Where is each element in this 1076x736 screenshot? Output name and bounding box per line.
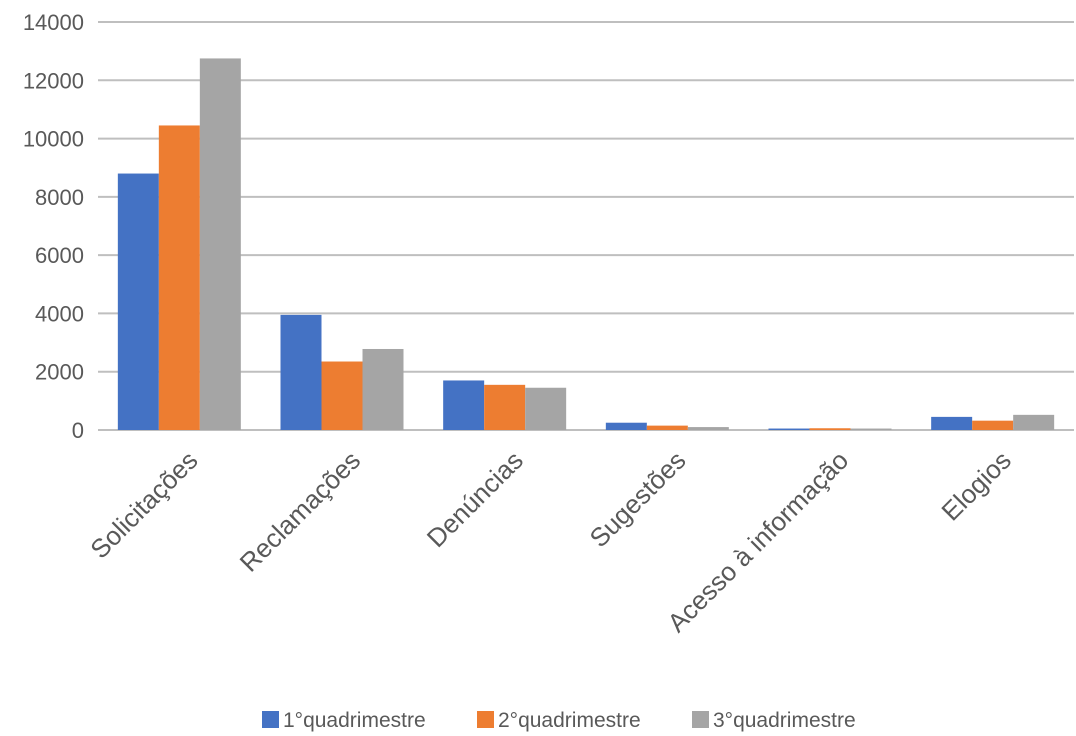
x-category-label: Reclamações bbox=[234, 445, 367, 578]
y-tick-label: 12000 bbox=[23, 68, 84, 93]
y-tick-label: 10000 bbox=[23, 127, 84, 152]
bar bbox=[362, 348, 404, 430]
y-axis-ticks: 0 2000 4000 6000 8000 10000 12000 14000 bbox=[23, 10, 84, 443]
legend-swatch bbox=[477, 711, 494, 728]
bar bbox=[280, 314, 322, 430]
y-tick-label: 4000 bbox=[35, 301, 84, 326]
x-axis-labels: Solicitações Reclamações Denúncias Sugestõe… bbox=[84, 445, 1017, 638]
y-tick-label: 8000 bbox=[35, 185, 84, 210]
x-category-label: Solicitações bbox=[84, 445, 203, 564]
bar bbox=[199, 58, 241, 431]
bar bbox=[768, 428, 810, 430]
bar bbox=[525, 387, 567, 430]
bar bbox=[605, 422, 647, 430]
x-category-label: Sugestões bbox=[583, 445, 691, 553]
x-category-label: Acesso à informação bbox=[661, 445, 854, 638]
x-category-label: Denúncias bbox=[421, 445, 529, 553]
bar bbox=[158, 125, 200, 430]
x-category-label: Elogios bbox=[935, 445, 1017, 527]
bar bbox=[1013, 414, 1055, 430]
legend-label: 3°quadrimestre bbox=[713, 709, 856, 732]
bar bbox=[931, 416, 973, 430]
bar bbox=[443, 380, 485, 430]
bar bbox=[972, 420, 1014, 430]
bars bbox=[117, 58, 1055, 431]
bar bbox=[687, 427, 729, 430]
legend-swatch bbox=[262, 711, 279, 728]
y-tick-label: 6000 bbox=[35, 243, 84, 268]
gridlines bbox=[98, 21, 1074, 431]
legend-label: 2°quadrimestre bbox=[498, 709, 641, 732]
y-tick-label: 14000 bbox=[23, 10, 84, 35]
bar bbox=[117, 173, 159, 431]
legend-label: 1°quadrimestre bbox=[283, 709, 426, 732]
legend-swatch bbox=[692, 711, 709, 728]
y-tick-label: 2000 bbox=[35, 360, 84, 385]
bar bbox=[484, 384, 526, 430]
bar bbox=[850, 428, 892, 430]
bar bbox=[321, 361, 363, 430]
legend: 1°quadrimestre 2°quadrimestre 3°quadrimest… bbox=[262, 709, 856, 732]
bar bbox=[646, 425, 688, 430]
y-tick-label: 0 bbox=[72, 418, 84, 443]
bar bbox=[809, 428, 851, 430]
